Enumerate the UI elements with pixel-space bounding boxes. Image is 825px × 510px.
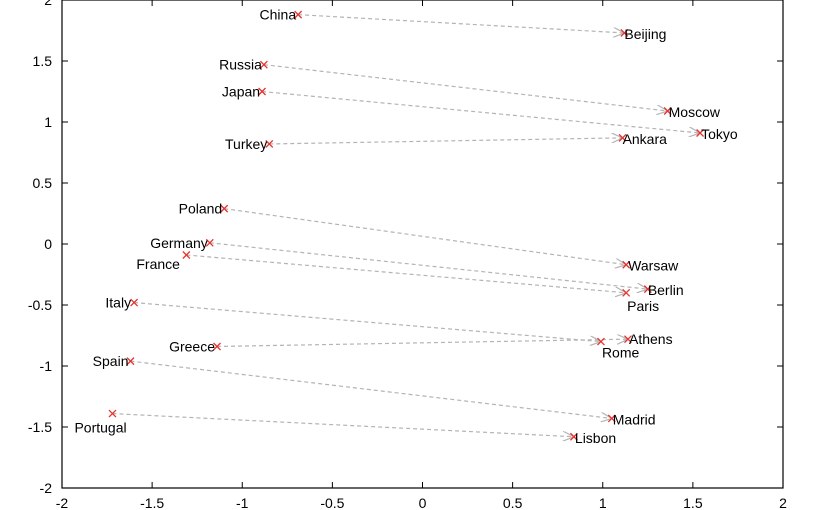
point-japan xyxy=(258,87,267,96)
point-france xyxy=(182,251,191,259)
label-rome: Rome xyxy=(602,345,640,361)
y-tick-label: -1.5 xyxy=(28,419,52,435)
label-madrid: Madrid xyxy=(613,411,656,427)
y-tick-label: 1 xyxy=(44,114,52,130)
label-warsaw: Warsaw xyxy=(628,258,679,274)
arrow-greece-to-athens xyxy=(217,339,628,348)
point-turkey xyxy=(265,140,274,148)
arrow-china-to-beijing xyxy=(298,14,624,33)
x-tick-label: 0 xyxy=(419,495,427,510)
label-poland: Poland xyxy=(179,201,223,217)
y-tick-label: -2 xyxy=(40,480,53,496)
x-tick-label: 0.5 xyxy=(503,495,523,510)
point-berlin xyxy=(643,285,652,294)
arrow-portugal-to-lisbon xyxy=(112,412,573,437)
point-spain xyxy=(126,357,135,366)
label-greece: Greece xyxy=(169,338,215,354)
x-tick-label: -1.5 xyxy=(140,495,164,510)
label-germany: Germany xyxy=(150,235,208,251)
label-tokyo: Tokyo xyxy=(701,126,738,142)
label-lisbon: Lisbon xyxy=(575,430,616,446)
x-axis: -2 -1.5 -1 -0.5 0 0.5 1 1.5 2 xyxy=(56,0,787,510)
label-spain: Spain xyxy=(93,353,129,369)
x-tick-label: 1 xyxy=(599,495,607,510)
label-ankara: Ankara xyxy=(623,131,668,147)
point-portugal xyxy=(108,409,117,418)
y-tick-label: 0 xyxy=(44,236,52,252)
point-russia xyxy=(259,60,268,69)
x-tick-label: -0.5 xyxy=(320,495,344,510)
point-tokyo xyxy=(696,129,705,137)
point-italy xyxy=(130,298,139,307)
point-greece xyxy=(213,342,221,351)
point-moscow xyxy=(663,107,672,115)
label-group: China Beijing Russia Moscow Japan Tokyo Turkey… xyxy=(74,7,737,446)
label-beijing: Beijing xyxy=(624,26,666,42)
x-tick-label: -1 xyxy=(236,495,249,510)
x-tick-label: 1.5 xyxy=(683,495,703,510)
point-athens xyxy=(624,335,632,344)
x-tick-label: 2 xyxy=(779,495,787,510)
arrow-group xyxy=(112,14,700,437)
label-russia: Russia xyxy=(219,57,262,73)
y-tick-label: 0.5 xyxy=(33,175,53,191)
arrow-spain-to-madrid xyxy=(130,360,611,418)
label-paris: Paris xyxy=(627,298,659,314)
arrow-japan-to-tokyo xyxy=(262,90,700,133)
arrow-italy-to-rome xyxy=(134,301,601,342)
label-japan: Japan xyxy=(222,84,260,100)
label-athens: Athens xyxy=(629,331,673,347)
arrow-france-to-paris xyxy=(186,254,626,293)
point-china xyxy=(294,10,303,19)
label-berlin: Berlin xyxy=(648,282,684,298)
point-beijing xyxy=(620,28,629,37)
label-portugal: Portugal xyxy=(74,420,126,436)
marker-group xyxy=(108,10,705,441)
point-madrid xyxy=(607,414,616,423)
y-axis: 2 1.5 1 0.5 0 -0.5 -1 -1.5 -2 xyxy=(28,0,783,496)
arrow-turkey-to-ankara xyxy=(269,138,622,145)
arrow-russia-to-moscow xyxy=(263,64,668,111)
point-rome xyxy=(596,337,605,346)
y-tick-label: -1 xyxy=(40,358,53,374)
label-china: China xyxy=(260,7,297,23)
y-tick-label: -0.5 xyxy=(28,297,52,313)
label-france: France xyxy=(136,256,180,272)
x-tick-label: -2 xyxy=(56,495,69,510)
label-turkey: Turkey xyxy=(225,136,267,152)
point-germany xyxy=(205,238,214,247)
label-moscow: Moscow xyxy=(669,104,721,120)
y-tick-label: 2 xyxy=(44,0,52,8)
arrow-poland-to-warsaw xyxy=(224,208,626,265)
y-tick-label: 1.5 xyxy=(33,53,53,69)
point-ankara xyxy=(618,133,627,142)
point-poland xyxy=(220,204,229,213)
label-italy: Italy xyxy=(105,295,131,311)
point-warsaw xyxy=(622,260,631,269)
point-lisbon xyxy=(569,432,578,441)
arrow-germany-to-berlin xyxy=(209,242,648,289)
point-paris xyxy=(622,288,631,297)
